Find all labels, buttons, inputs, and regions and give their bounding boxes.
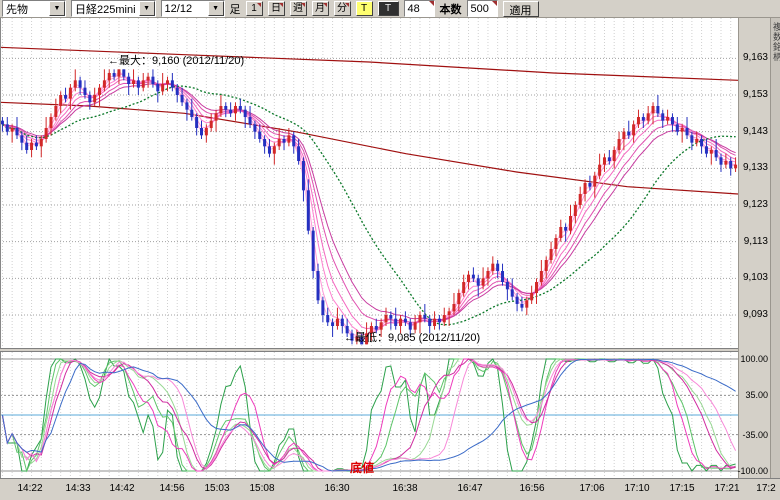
symbol-value: 日経225mini <box>75 3 136 16</box>
date-value: 12/12 <box>164 2 193 15</box>
time-axis-label: 14:42 <box>109 483 135 494</box>
oscillator-tick-label: -100.00 <box>737 466 768 476</box>
period-button-week[interactable]: 週 <box>289 1 307 16</box>
instrument-select[interactable]: 先物 ▼ <box>2 0 66 17</box>
time-axis-label: 15:03 <box>204 483 230 494</box>
oscillator-panel[interactable]: 底値 <box>0 352 738 478</box>
bottom-price-label: 底値 <box>350 461 375 475</box>
time-axis-label: 17:06 <box>579 483 605 494</box>
side-tab-multi-symbols[interactable]: 複数銘柄 <box>772 22 780 62</box>
bar-count-label: 本数 <box>439 3 462 16</box>
tick-mode-button[interactable]: T <box>355 1 373 16</box>
tick-count-value: 48 <box>407 2 420 15</box>
time-axis-label: 17:15 <box>669 483 695 494</box>
high-annotation: ←最大：9,160 (2012/11/20) <box>108 55 245 67</box>
time-axis-label: 16:30 <box>324 483 350 494</box>
time-axis-label: 17:2 <box>756 483 776 494</box>
dropdown-arrow-icon[interactable]: ▼ <box>207 1 224 16</box>
price-tick-label: 9,103 <box>742 272 768 284</box>
price-tick-label: 9,093 <box>742 309 768 320</box>
period-button-minute[interactable]: 分 <box>333 1 351 16</box>
toolbar: 先物 ▼ 日経225mini ▼ 12/12 ▼ 足 1 日 週 月 分 T T… <box>0 0 780 18</box>
chart-body: ←最大：9,160 (2012/11/20) ←最低：9,085 (2012/1… <box>0 18 780 478</box>
price-tick-label: 9,153 <box>742 89 768 100</box>
side-tab-strip: 複数銘柄 <box>770 18 780 478</box>
time-axis-label: 17:21 <box>714 483 740 494</box>
chart-column: ←最大：9,160 (2012/11/20) ←最低：9,085 (2012/1… <box>0 18 739 478</box>
price-axis: 9,163 9,153 9,143 9,133 9,123 9,113 9,103 9,093… <box>737 18 770 478</box>
instrument-value: 先物 <box>6 3 28 16</box>
period-button-1min[interactable]: 1 <box>245 1 263 16</box>
panel-splitter[interactable] <box>0 348 738 352</box>
bar-count-input[interactable]: 500 <box>466 0 498 17</box>
time-axis-label: 17:10 <box>624 483 650 494</box>
low-annotation: ←最低：9,085 (2012/11/20) <box>344 332 481 344</box>
tick-count-input[interactable]: 48 <box>403 0 435 17</box>
price-tick-label: 9,143 <box>742 125 768 137</box>
dropdown-arrow-icon[interactable]: ▼ <box>49 1 65 16</box>
spin-corner-icon <box>428 1 434 6</box>
chart-left-border <box>0 18 1 348</box>
time-axis-label: 14:56 <box>159 483 185 494</box>
chart-left-border <box>0 352 1 478</box>
oscillator-tick-label: -35.00 <box>742 429 768 440</box>
time-axis-label: 14:22 <box>17 483 43 494</box>
price-tick-label: 9,123 <box>742 199 768 210</box>
candlestick-canvas[interactable] <box>0 18 739 348</box>
time-axis-label: 16:47 <box>457 483 483 494</box>
time-axis: 14:22 14:33 14:42 14:56 15:03 15:08 16:30 16:38… <box>0 478 780 500</box>
time-axis-label: 16:56 <box>519 483 545 494</box>
price-tick-label: 9,113 <box>743 235 768 247</box>
time-axis-label: 14:33 <box>65 483 91 494</box>
price-tick-label: 9,133 <box>742 162 768 174</box>
price-tick-label: 9,163 <box>742 52 768 64</box>
spin-corner-icon <box>491 1 497 6</box>
apply-button[interactable]: 適用 <box>502 0 539 17</box>
oscillator-tick-label: 35.00 <box>745 390 768 401</box>
oscillator-tick-label: 100.00 <box>740 354 768 364</box>
bar-count-value: 500 <box>470 2 489 15</box>
dropdown-arrow-icon[interactable]: ▼ <box>138 1 155 16</box>
tick-mode-button-active[interactable]: T <box>377 1 399 16</box>
symbol-select[interactable]: 日経225mini ▼ <box>71 0 156 17</box>
oscillator-canvas[interactable] <box>0 352 738 478</box>
time-axis-label: 15:08 <box>249 483 275 494</box>
period-button-day[interactable]: 日 <box>267 1 285 16</box>
main-chart-panel[interactable]: ←最大：9,160 (2012/11/20) ←最低：9,085 (2012/1… <box>0 18 739 348</box>
period-button-month[interactable]: 月 <box>311 1 329 16</box>
bar-type-label: 足 <box>229 3 241 16</box>
time-axis-label: 16:38 <box>392 483 418 494</box>
date-select[interactable]: 12/12 ▼ <box>160 0 225 17</box>
